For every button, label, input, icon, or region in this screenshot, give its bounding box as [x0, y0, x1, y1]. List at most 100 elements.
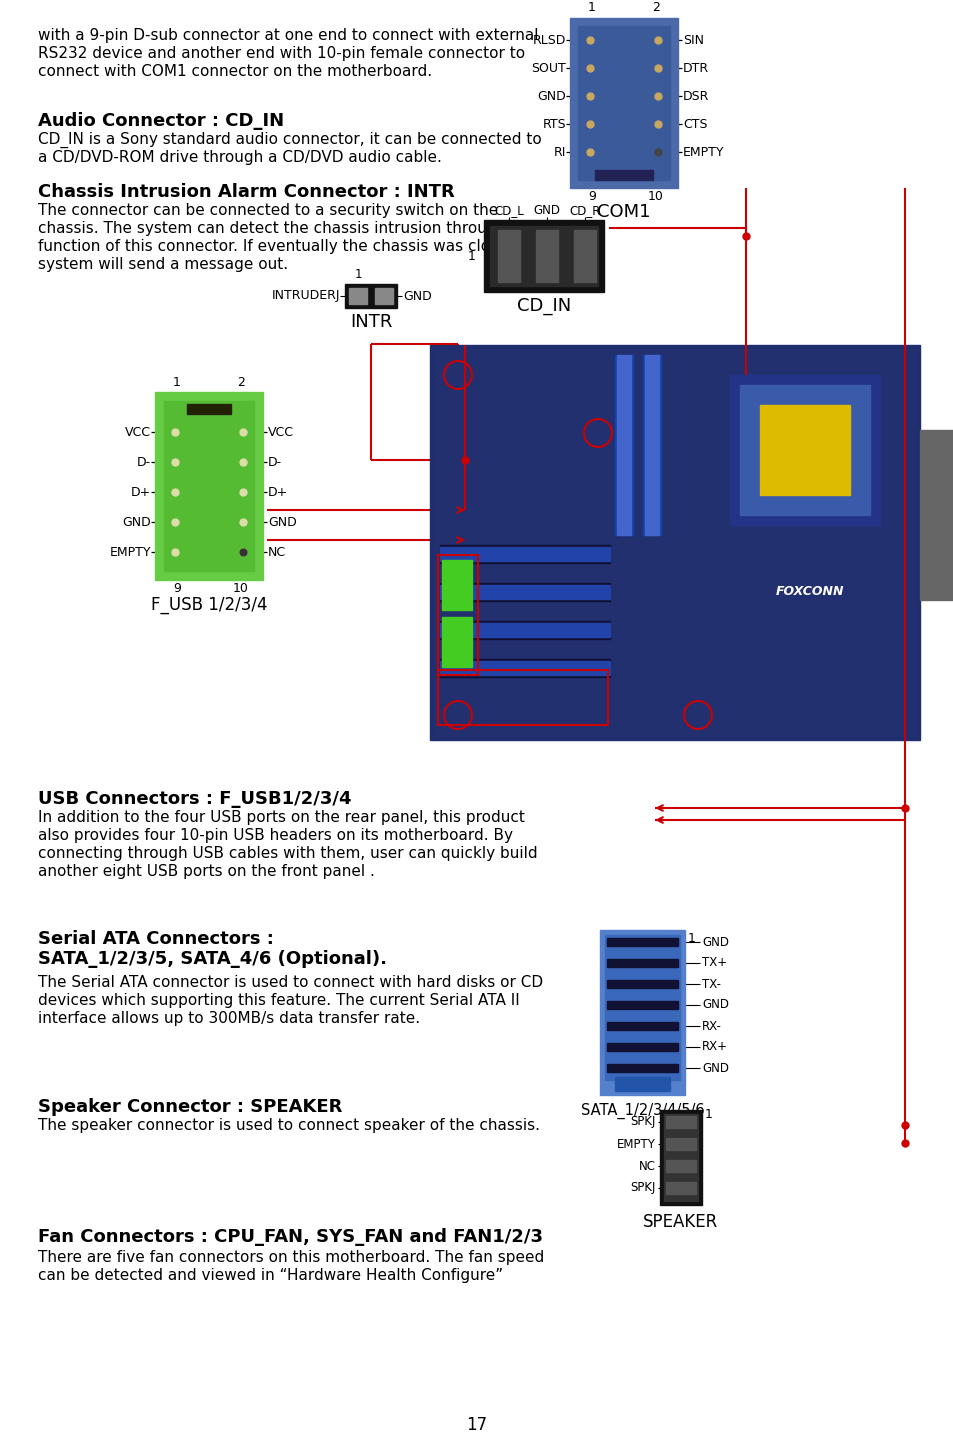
- Text: 9: 9: [172, 582, 181, 595]
- Bar: [606, 980, 678, 987]
- Bar: [441, 617, 472, 666]
- Text: Audio Connector : CD_IN: Audio Connector : CD_IN: [38, 112, 284, 131]
- Bar: [437, 669, 607, 725]
- Bar: [606, 938, 678, 947]
- Text: can be detected and viewed in “Hardware Health Configure”: can be detected and viewed in “Hardware …: [38, 1268, 502, 1284]
- Text: The connector can be connected to a security switch on the: The connector can be connected to a secu…: [38, 203, 497, 218]
- Bar: [439, 547, 609, 560]
- Text: RX-: RX-: [701, 1019, 721, 1032]
- Bar: [439, 623, 609, 637]
- Text: VCC: VCC: [268, 425, 294, 439]
- Text: 1: 1: [587, 1, 596, 15]
- Bar: [617, 354, 630, 534]
- Bar: [569, 17, 678, 187]
- Text: D-: D-: [136, 456, 151, 469]
- Bar: [439, 544, 609, 563]
- Bar: [665, 1182, 696, 1194]
- Text: EMPTY: EMPTY: [110, 546, 151, 559]
- Bar: [430, 346, 919, 741]
- Text: There are five fan connectors on this motherboard. The fan speed: There are five fan connectors on this mo…: [38, 1250, 543, 1265]
- Text: DTR: DTR: [682, 61, 708, 74]
- Text: INTRUDERJ: INTRUDERJ: [272, 289, 339, 302]
- Bar: [615, 1077, 669, 1090]
- Bar: [663, 1114, 698, 1201]
- Text: NC: NC: [268, 546, 286, 559]
- Bar: [434, 348, 915, 736]
- Text: NC: NC: [639, 1160, 656, 1173]
- Text: GND: GND: [533, 203, 560, 216]
- Bar: [644, 354, 659, 534]
- Bar: [349, 287, 367, 303]
- Text: function of this connector. If eventually the chassis was closed, the: function of this connector. If eventuall…: [38, 240, 552, 254]
- Text: SPEAKER: SPEAKER: [642, 1212, 718, 1231]
- Text: The speaker connector is used to connect speaker of the chassis.: The speaker connector is used to connect…: [38, 1118, 539, 1133]
- Bar: [604, 935, 679, 1080]
- Text: INTR: INTR: [350, 314, 392, 331]
- Text: 9: 9: [587, 190, 596, 203]
- Text: Fan Connectors : CPU_FAN, SYS_FAN and FAN1/2/3: Fan Connectors : CPU_FAN, SYS_FAN and FA…: [38, 1228, 542, 1246]
- Text: TX+: TX+: [701, 957, 726, 970]
- Text: 1: 1: [704, 1108, 712, 1121]
- Text: CD_L: CD_L: [494, 203, 523, 216]
- Bar: [439, 661, 609, 675]
- Text: Serial ATA Connectors :: Serial ATA Connectors :: [38, 929, 274, 948]
- Text: SATA_1/2/3/4/5/6: SATA_1/2/3/4/5/6: [580, 1104, 703, 1119]
- Bar: [606, 958, 678, 967]
- Text: 17: 17: [466, 1416, 487, 1435]
- Text: 1: 1: [687, 932, 695, 945]
- Text: RX+: RX+: [701, 1041, 727, 1054]
- Bar: [439, 585, 609, 600]
- Text: interface allows up to 300MB/s data transfer rate.: interface allows up to 300MB/s data tran…: [38, 1011, 419, 1027]
- Bar: [437, 555, 477, 675]
- Bar: [606, 1000, 678, 1009]
- Bar: [615, 354, 633, 534]
- Text: CD_R: CD_R: [569, 203, 600, 216]
- Bar: [599, 929, 684, 1095]
- Text: with a 9-pin D-sub connector at one end to connect with external: with a 9-pin D-sub connector at one end …: [38, 28, 537, 44]
- Text: Chassis Intrusion Alarm Connector : INTR: Chassis Intrusion Alarm Connector : INTR: [38, 183, 455, 200]
- Text: also provides four 10-pin USB headers on its motherboard. By: also provides four 10-pin USB headers on…: [38, 828, 513, 844]
- Text: SOUT: SOUT: [531, 61, 565, 74]
- Bar: [665, 1160, 696, 1172]
- Text: 10: 10: [647, 190, 663, 203]
- Text: SATA_1/2/3/5, SATA_4/6 (Optional).: SATA_1/2/3/5, SATA_4/6 (Optional).: [38, 950, 387, 968]
- Bar: [497, 229, 519, 282]
- Text: D-: D-: [268, 456, 282, 469]
- Bar: [439, 584, 609, 601]
- Bar: [439, 621, 609, 639]
- Text: CTS: CTS: [682, 118, 707, 131]
- Text: ATTENTION: ATTENTION: [781, 425, 826, 431]
- Bar: [665, 1117, 696, 1128]
- Text: RLSD: RLSD: [532, 33, 565, 46]
- Bar: [439, 659, 609, 677]
- Text: 2: 2: [926, 492, 945, 520]
- Text: 1: 1: [172, 376, 181, 389]
- Bar: [606, 1064, 678, 1072]
- Bar: [375, 287, 393, 303]
- Text: EMPTY: EMPTY: [682, 145, 723, 158]
- Bar: [642, 354, 660, 534]
- Text: GND: GND: [701, 1061, 728, 1074]
- Bar: [483, 221, 603, 292]
- Bar: [740, 385, 869, 515]
- Bar: [490, 227, 598, 286]
- Bar: [164, 401, 253, 571]
- Text: COM1: COM1: [597, 203, 650, 221]
- Text: SIN: SIN: [682, 33, 703, 46]
- Text: GND: GND: [701, 935, 728, 948]
- Text: SPKJ: SPKJ: [630, 1182, 656, 1195]
- Bar: [760, 405, 849, 495]
- Bar: [919, 430, 953, 600]
- Bar: [659, 1109, 701, 1205]
- Text: TX-: TX-: [701, 977, 720, 990]
- Text: F_USB 1/2/3/4: F_USB 1/2/3/4: [151, 595, 267, 614]
- Text: CD_IN is a Sony standard audio connector, it can be connected to: CD_IN is a Sony standard audio connector…: [38, 132, 541, 148]
- Text: 1: 1: [354, 269, 361, 282]
- Text: 2: 2: [652, 1, 659, 15]
- Text: D+: D+: [268, 485, 288, 498]
- Text: USB Connectors : F_USB1/2/3/4: USB Connectors : F_USB1/2/3/4: [38, 790, 351, 807]
- Text: system will send a message out.: system will send a message out.: [38, 257, 288, 272]
- Text: The Serial ATA connector is used to connect with hard disks or CD: The Serial ATA connector is used to conn…: [38, 974, 542, 990]
- Text: CD_IN: CD_IN: [517, 298, 571, 315]
- Bar: [154, 392, 263, 579]
